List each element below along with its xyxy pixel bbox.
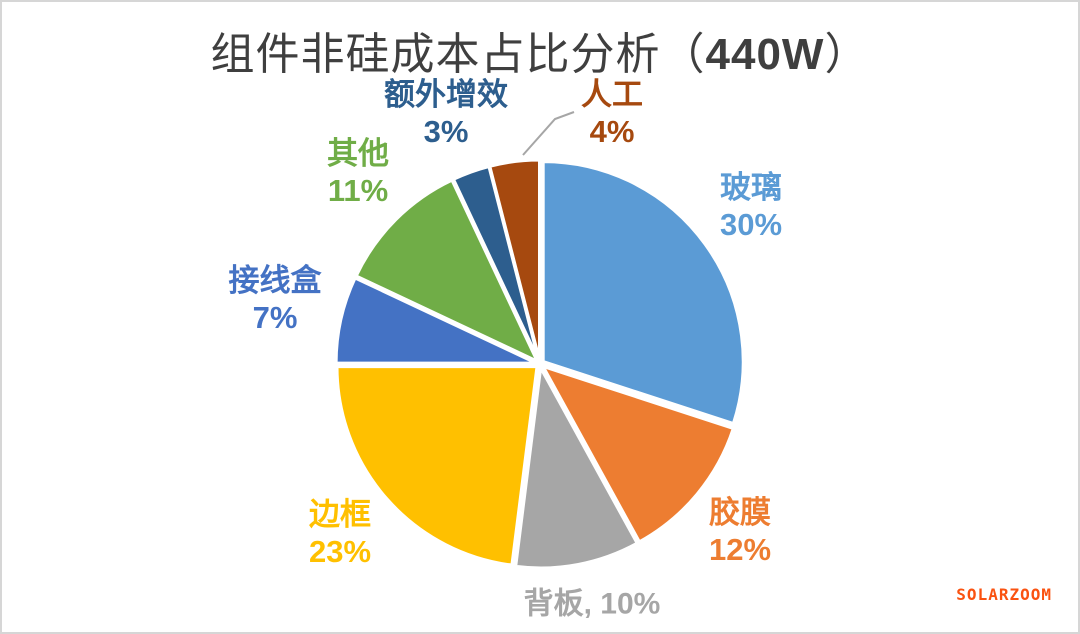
chart-title: 组件非硅成本占比分析（440W）: [2, 18, 1078, 82]
label-labor-name: 人工: [581, 77, 643, 112]
pie-slice-junction-box: [334, 276, 538, 365]
label-backsheet-inline: 背板, 10%: [523, 587, 661, 621]
pie-slice-others: [354, 178, 539, 363]
labor-leader-line: [522, 111, 575, 156]
label-extra-gain: 额外增效 3%: [384, 76, 508, 150]
label-labor: 人工 4%: [581, 76, 643, 150]
label-frame-name: 边框: [308, 497, 371, 532]
label-extra-gain-pct: 3%: [423, 114, 469, 149]
label-frame-pct: 23%: [308, 534, 372, 569]
label-others: 其他 11%: [327, 135, 389, 209]
label-frame: 边框 23%: [309, 496, 371, 570]
label-junction-box: 接线盒 7%: [229, 262, 322, 336]
pie-slice-film: [541, 365, 735, 544]
chart-title-close: ）: [824, 30, 870, 79]
pie-slice-backsheet: [514, 366, 639, 570]
label-film-name: 胶膜: [708, 495, 771, 530]
label-junction-box-name: 接线盒: [228, 263, 322, 298]
label-others-name: 其他: [327, 136, 389, 171]
label-labor-pct: 4%: [589, 114, 635, 149]
label-glass: 玻璃 30%: [720, 169, 782, 243]
pie-slice-labor: [488, 158, 541, 362]
label-glass-pct: 30%: [719, 207, 783, 242]
label-backsheet: 背板, 10%: [524, 586, 661, 623]
label-glass-name: 玻璃: [719, 170, 782, 205]
chart-title-text: 组件非硅成本占比分析（: [210, 30, 706, 79]
pie-slices: [334, 158, 745, 570]
pie-slice-glass: [541, 160, 745, 425]
label-extra-gain-name: 额外增效: [384, 77, 508, 112]
label-film: 胶膜 12%: [709, 494, 771, 568]
solarzoom-watermark: SOLARZOOM: [956, 585, 1052, 604]
label-junction-box-pct: 7%: [252, 300, 298, 335]
chart-title-wattage: 440W: [705, 30, 825, 79]
pie-slice-frame: [335, 365, 539, 567]
label-others-pct: 11%: [327, 173, 389, 208]
label-film-pct: 12%: [708, 532, 772, 567]
